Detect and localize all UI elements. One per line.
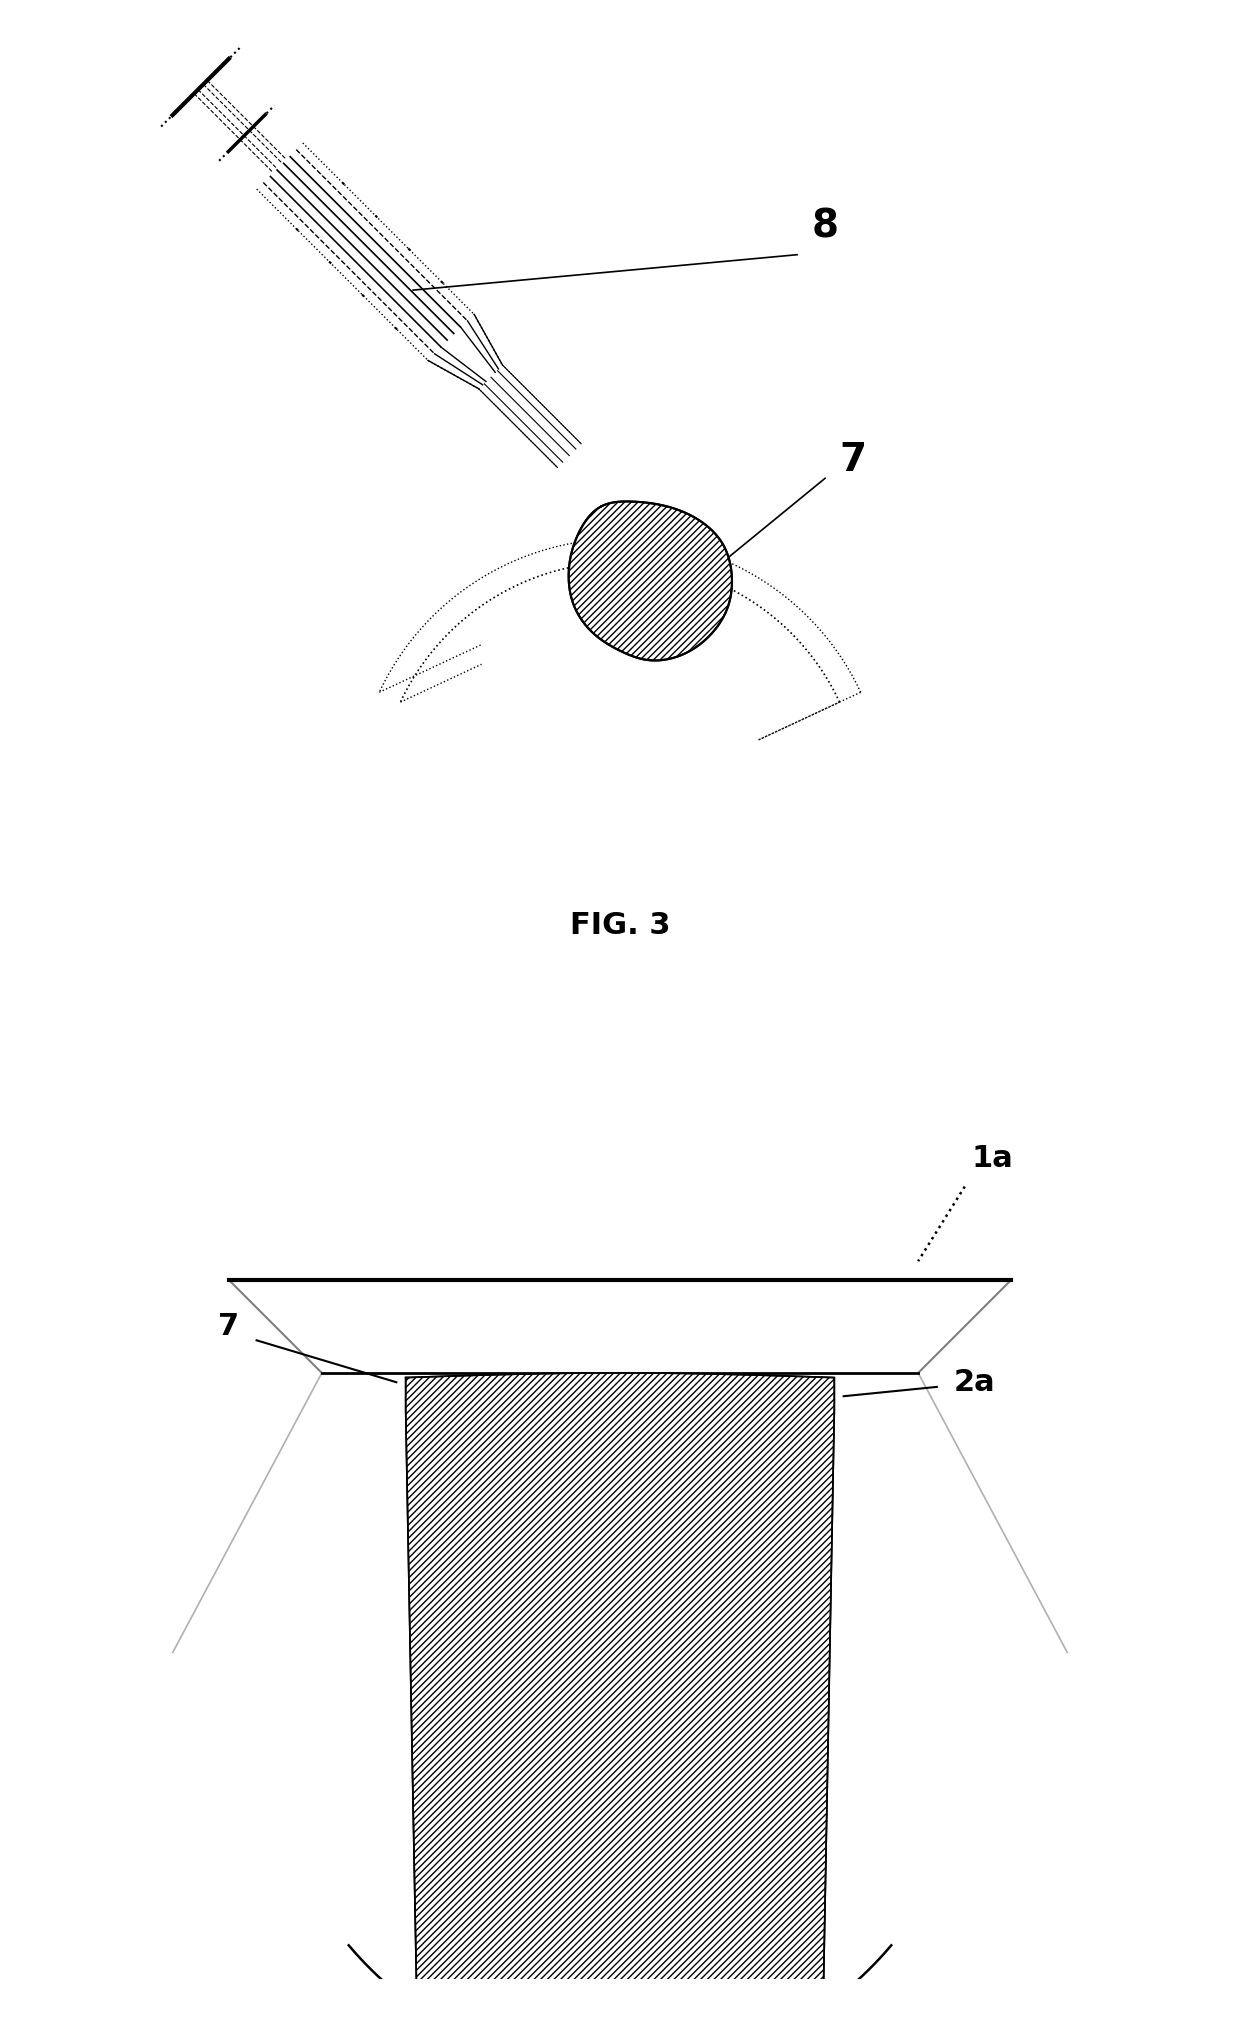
Polygon shape [405, 1373, 835, 2019]
Text: 7: 7 [218, 1312, 239, 1341]
Text: 2a: 2a [954, 1367, 994, 1397]
Polygon shape [569, 501, 732, 660]
Text: 7: 7 [839, 440, 867, 479]
Text: FIG. 4: FIG. 4 [569, 1918, 671, 1946]
Text: FIG. 3: FIG. 3 [569, 911, 671, 941]
Text: 8: 8 [811, 208, 838, 246]
Text: 1a: 1a [972, 1145, 1013, 1173]
